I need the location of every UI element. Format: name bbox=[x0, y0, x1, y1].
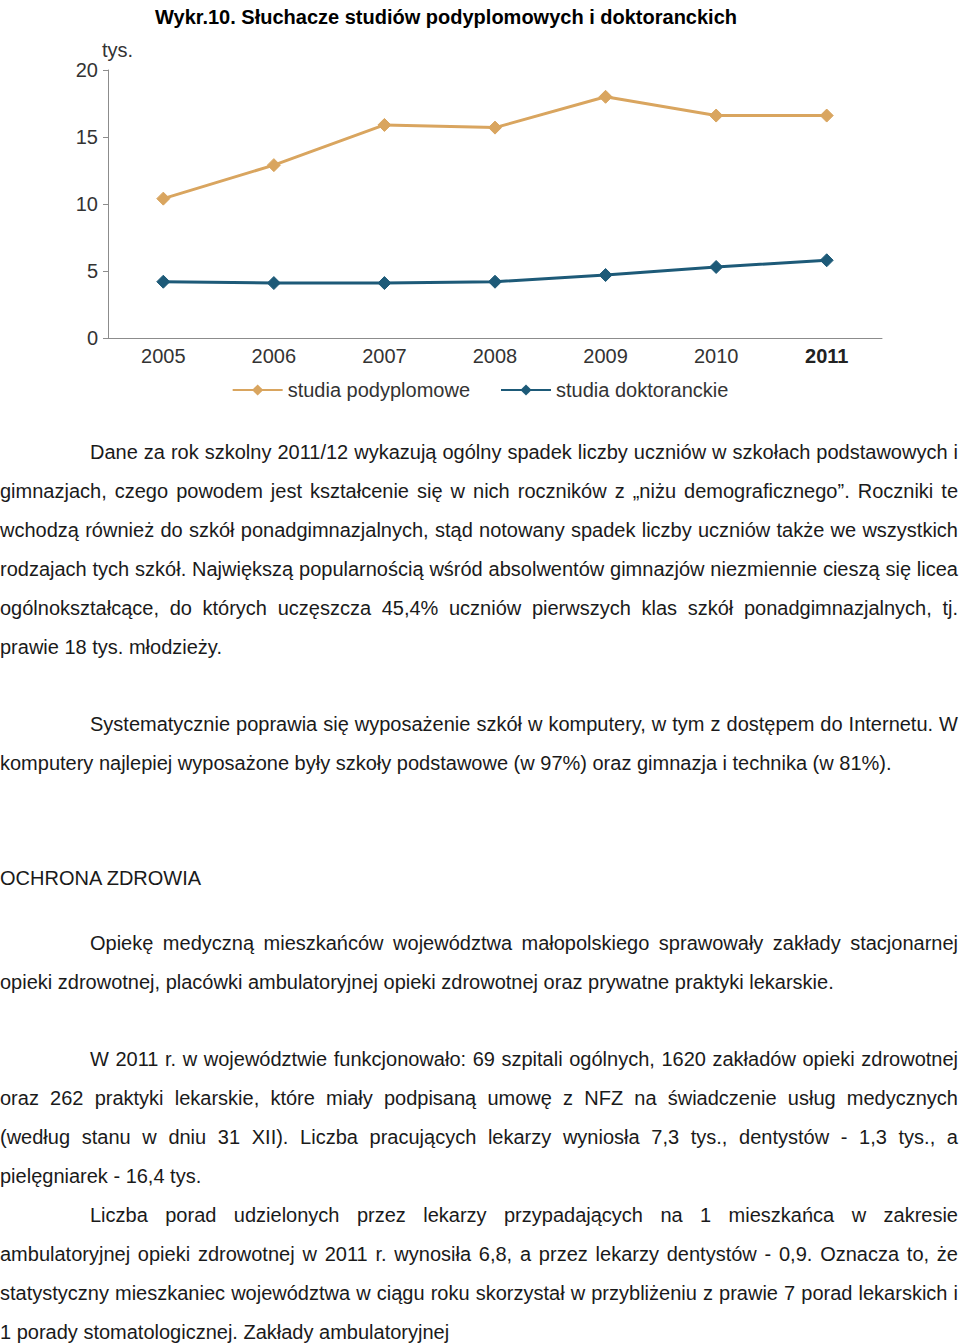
svg-text:2011: 2011 bbox=[805, 345, 848, 367]
html-text:OCHRONA ZDROWIA: OCHRONA ZDROWIA bbox=[0, 867, 202, 889]
svg-text:2008: 2008 bbox=[473, 345, 518, 367]
html-text:Dane za rok szkolny 2011/12 wy: Dane za rok szkolny 2011/12 wykazują ogó… bbox=[0, 441, 958, 658]
svg-text:20: 20 bbox=[76, 59, 98, 81]
svg-text:Wykr.10. Słuchacze studiów pod: Wykr.10. Słuchacze studiów podyplomowych… bbox=[155, 6, 737, 28]
svg-text:15: 15 bbox=[76, 126, 98, 148]
svg-text:studia doktoranckie: studia doktoranckie bbox=[556, 379, 728, 401]
svg-text:2006: 2006 bbox=[252, 345, 297, 367]
svg-text:2010: 2010 bbox=[694, 345, 739, 367]
svg-text:2005: 2005 bbox=[141, 345, 186, 367]
html-text:Systematycznie poprawia się wy: Systematycznie poprawia się wyposażenie … bbox=[0, 713, 958, 774]
svg-text:studia podyplomowe: studia podyplomowe bbox=[288, 379, 470, 401]
svg-text:2009: 2009 bbox=[583, 345, 628, 367]
svg-text:tys.: tys. bbox=[102, 39, 133, 61]
svg-text:0: 0 bbox=[87, 327, 98, 349]
html-text:W 2011 r. w województwie funkc: W 2011 r. w województwie funkcjonowało: … bbox=[0, 1048, 958, 1187]
svg-text:5: 5 bbox=[87, 260, 98, 282]
svg-text:2007: 2007 bbox=[362, 345, 407, 367]
svg-text:10: 10 bbox=[76, 193, 98, 215]
html-text:Liczba porad udzielonych przez: Liczba porad udzielonych przez lekarzy p… bbox=[0, 1204, 958, 1343]
html-text:Opiekę medyczną mieszkańców wo: Opiekę medyczną mieszkańców województwa … bbox=[0, 932, 958, 993]
